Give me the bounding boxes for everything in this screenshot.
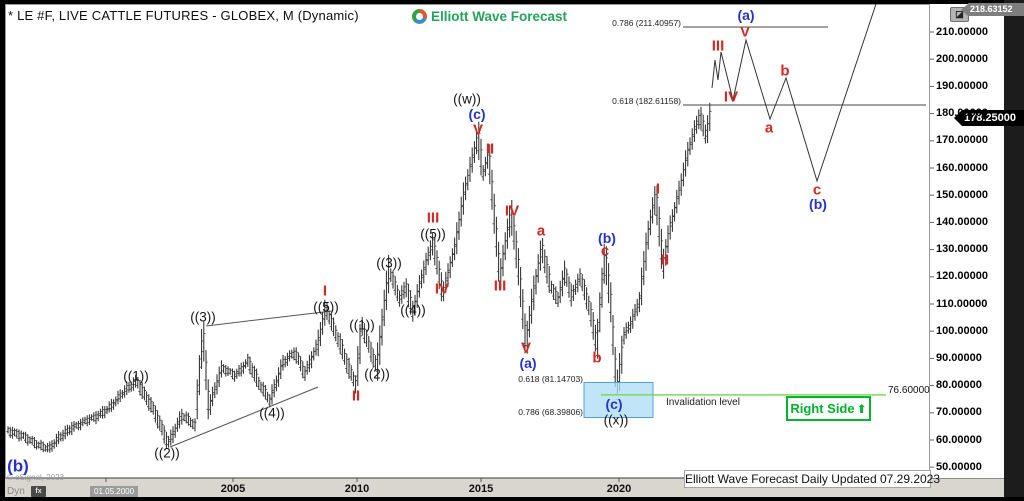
wave-label: ((4)): [259, 405, 285, 421]
wave-label: ((3)): [376, 255, 402, 271]
price-tick-label: 170.00000: [936, 134, 988, 147]
wave-label: III: [711, 37, 725, 55]
wave-label: a: [764, 119, 774, 137]
wave-label: ((3)): [190, 309, 216, 325]
price-tick-label: 180.00000: [936, 107, 988, 120]
up-arrow-icon: ⬆: [856, 401, 867, 416]
wave-label: ((1)): [123, 368, 149, 384]
price-tick-label: 120.00000: [936, 270, 988, 283]
wave-label: c: [600, 242, 610, 260]
price-tick-label: 70.00000: [936, 406, 982, 419]
wave-label: I: [322, 282, 328, 300]
price-tick-label: 160.00000: [936, 161, 988, 174]
wave-label: IV: [434, 280, 450, 298]
daily-update-note: Elliott Wave Forecast Daily Updated 07.2…: [684, 470, 941, 488]
price-tick-label: 110.00000: [936, 297, 988, 310]
bottom-frame: [0, 497, 1024, 501]
wave-label: II: [485, 140, 495, 158]
wave-label: I: [655, 180, 661, 198]
wave-label: (a): [737, 7, 755, 23]
tag-arrow-icon: [961, 3, 968, 16]
wave-label: III: [493, 277, 507, 295]
reference-high-price-tag: 218.63152: [961, 3, 1024, 16]
invalidation-level-label: Invalidation level: [666, 397, 740, 408]
wave-label: II: [351, 387, 361, 405]
price-tick-label: 80.00000: [936, 379, 982, 392]
wave-label: V: [739, 23, 751, 41]
price-tick-label: 100.00000: [936, 324, 988, 337]
wave-label: ((2)): [364, 366, 390, 382]
wave-label: IV: [723, 88, 739, 106]
esignal-credit: © eSignal, 2023: [7, 473, 65, 482]
price-tick-label: 90.00000: [936, 351, 982, 364]
price-axis[interactable]: [930, 4, 1004, 497]
wave-label: ((5)): [420, 226, 446, 242]
price-tick-label: 50.00000: [936, 460, 982, 473]
wave-label: c: [812, 181, 822, 199]
wave-label: ((w)): [453, 91, 481, 107]
wave-label: (c): [605, 396, 623, 412]
wave-label: (b): [809, 196, 827, 212]
wave-label: ((2)): [154, 445, 180, 461]
fib-level-label: 0.786 (211.40957): [612, 18, 681, 28]
price-tick-label: 200.00000: [936, 52, 988, 65]
year-tick-label: 2005: [220, 483, 246, 495]
wave-label: IV: [504, 202, 520, 220]
wave-label: (b): [598, 230, 616, 246]
fib-level-label: 0.618 (81.14703): [518, 374, 583, 384]
tag-arrow-icon: [954, 110, 962, 126]
price-tick-label: 140.00000: [936, 215, 988, 228]
price-tick-label: 60.00000: [936, 433, 982, 446]
indicator-icon[interactable]: fx: [31, 486, 46, 497]
wave-label: (b): [7, 456, 29, 476]
chart-title: * LE #F, LIVE CATTLE FUTURES - GLOBEX, M…: [8, 8, 359, 23]
dyn-mode-label[interactable]: Dyn: [7, 486, 25, 497]
wave-label: (a): [519, 355, 537, 371]
price-tick-label: 190.00000: [936, 79, 988, 92]
wave-label: ((5)): [313, 299, 339, 315]
last-price-tag: 178.25000: [954, 110, 1024, 126]
fib-level-label: 0.786 (68.39806): [518, 407, 583, 417]
wave-label: b: [780, 62, 790, 80]
price-tick-label: 130.00000: [936, 243, 988, 256]
wave-label: III: [426, 209, 440, 227]
year-tick-label: 2020: [606, 483, 632, 495]
wave-label: ((x)): [603, 412, 629, 428]
price-tick-label: 210.00000: [936, 25, 988, 38]
wave-label: V: [472, 121, 484, 139]
wave-label: ((1)): [349, 317, 375, 333]
wave-label: (c): [468, 106, 486, 122]
wave-label: V: [520, 339, 532, 357]
year-tick-label: 2010: [344, 483, 370, 495]
first-bar-date-tag: 01.05.2000: [90, 486, 139, 497]
wave-label: ((4)): [400, 302, 426, 318]
right-panel-strip: [1004, 0, 1024, 501]
fib-level-label: 0.618 (182.61158): [612, 96, 681, 106]
year-tick-label: 2015: [468, 483, 494, 495]
wave-label: a: [536, 222, 546, 240]
price-tick-label: 150.00000: [936, 188, 988, 201]
brand-name: Elliott Wave Forecast: [431, 9, 568, 24]
wave-label: b: [592, 349, 602, 367]
invalidation-price-label: 76.60000: [888, 385, 930, 396]
wave-label: II: [660, 251, 670, 269]
right-side-badge: Right Side ⬆: [786, 396, 871, 421]
elliott-wave-forecast-logo-icon: [412, 9, 427, 24]
